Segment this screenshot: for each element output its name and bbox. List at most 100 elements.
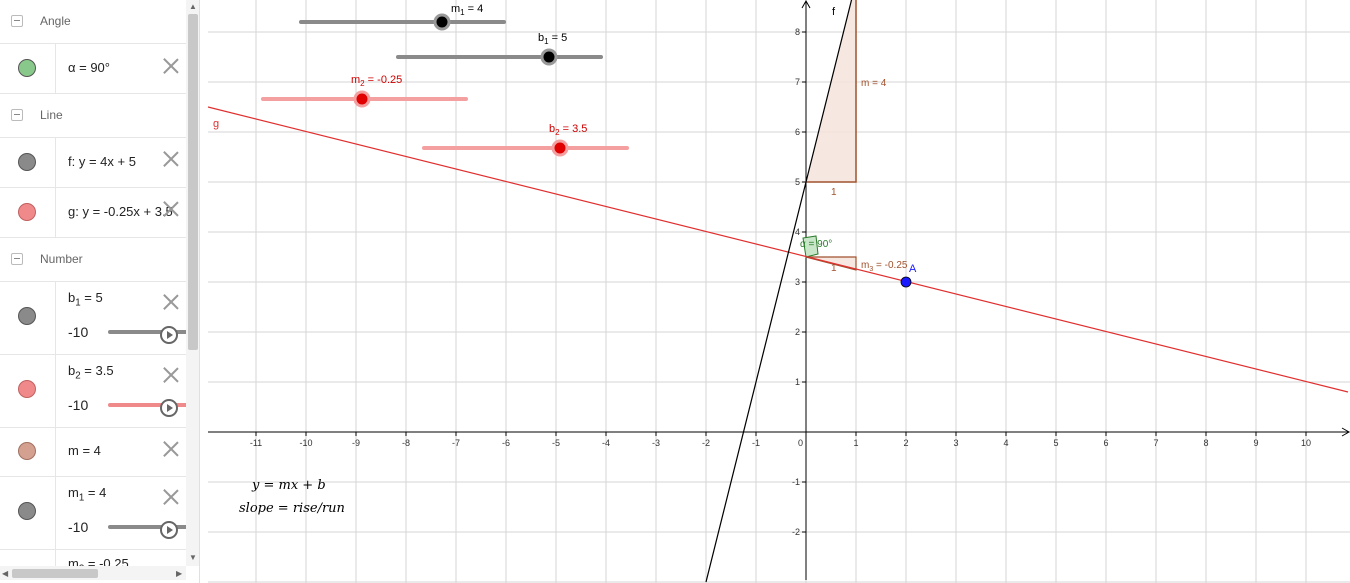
algebra-item-text[interactable]: g: y = -0.25x + 3.5 — [68, 204, 173, 219]
slope-triangle-m3 — [805, 256, 857, 271]
line-g[interactable] — [207, 106, 1349, 393]
y-tick-label: 5 — [795, 177, 800, 187]
x-tick-label: -1 — [752, 438, 760, 448]
slider-min-label: -10 — [68, 397, 89, 413]
slope-m-run-label: 1 — [831, 187, 837, 198]
scroll-right-icon[interactable]: ▶ — [176, 569, 183, 578]
visibility-toggle[interactable] — [18, 203, 36, 221]
delete-icon[interactable] — [162, 366, 180, 384]
slider-m1[interactable]: m1 = 4 — [299, 3, 506, 31]
slider-handle[interactable] — [540, 48, 558, 66]
slope-triangle-m-legs — [806, 0, 857, 183]
angle-alpha-marker — [802, 235, 819, 258]
line-g-label: g — [213, 118, 219, 130]
collapse-icon[interactable] — [11, 15, 23, 27]
x-tick-label: -11 — [250, 438, 262, 448]
group-header-angle[interactable]: Angle — [0, 0, 186, 44]
algebra-item-alpha[interactable]: α = 90° — [0, 44, 186, 94]
line-f-label: f — [832, 6, 836, 18]
scroll-down-icon[interactable]: ▼ — [189, 553, 197, 562]
y-tick-label: -1 — [792, 477, 800, 487]
x-tick-label: 9 — [1253, 438, 1258, 448]
group-label: Angle — [40, 14, 71, 28]
slider-label: b2 = 3.5 — [549, 123, 587, 137]
x-tick-label: -3 — [652, 438, 660, 448]
x-tick-label: 3 — [953, 438, 958, 448]
algebra-item-g[interactable]: g: y = -0.25x + 3.5 — [0, 188, 186, 238]
delete-icon[interactable] — [162, 440, 180, 458]
visibility-toggle[interactable] — [18, 502, 36, 520]
slope-m3-run-label: 1 — [831, 263, 837, 274]
algebra-view: Angle α = 90° Line f: y = 4x + 5 g: y = … — [0, 0, 200, 583]
visibility-toggle[interactable] — [18, 59, 36, 77]
play-icon[interactable] — [160, 399, 178, 417]
slider-min-label: -10 — [68, 324, 89, 340]
horizontal-scroll-thumb[interactable] — [12, 569, 98, 578]
vertical-scroll-thumb[interactable] — [188, 14, 198, 350]
graphics-view[interactable]: -11 -10 -9 -8 -7 -6 -5 -4 -3 -2 -1 0 1 2 3 4 5 6 7 8 9 10 876… — [200, 0, 1350, 583]
x-tick-label: -8 — [402, 438, 410, 448]
group-header-number[interactable]: Number — [0, 238, 186, 282]
visibility-toggle[interactable] — [18, 307, 36, 325]
visibility-toggle[interactable] — [18, 442, 36, 460]
x-tick-label: -2 — [702, 438, 710, 448]
algebra-item-b2[interactable]: b2 = 3.5 -10 — [0, 355, 188, 428]
delete-icon[interactable] — [162, 488, 180, 506]
slider-track[interactable] — [108, 403, 188, 407]
x-tick-label: -10 — [299, 438, 312, 448]
algebra-item-text[interactable]: f: y = 4x + 5 — [68, 154, 136, 169]
slope-m3-label: m3 = -0.25 — [861, 260, 908, 273]
x-tick-label: -9 — [352, 438, 360, 448]
slider-m2[interactable]: m2 = -0.25 — [261, 74, 468, 108]
algebra-item-m1[interactable]: m1 = 4 -10 — [0, 477, 188, 550]
slope-triangle-m — [806, 0, 856, 182]
x-tick-label: 8 — [1203, 438, 1208, 448]
slider-min-label: -10 — [68, 519, 89, 535]
angle-alpha-label: α = 90° — [800, 239, 832, 250]
scroll-up-icon[interactable]: ▲ — [189, 2, 197, 11]
algebra-item-text[interactable]: m1 = 4 — [68, 485, 107, 504]
point-a[interactable] — [900, 276, 912, 288]
x-tick-label: -4 — [602, 438, 610, 448]
slider-handle[interactable] — [433, 13, 451, 31]
collapse-icon[interactable] — [11, 109, 23, 121]
slider-track[interactable] — [108, 330, 188, 334]
play-icon[interactable] — [160, 521, 178, 539]
slider-label: m1 = 4 — [451, 3, 483, 17]
y-tick-label: -2 — [792, 527, 800, 537]
slider-label: b1 = 5 — [538, 32, 567, 46]
slider-b1[interactable]: b1 = 5 — [396, 32, 603, 66]
y-axis-tick-labels: 8 7 6 5 4 3 2 1 -1 -2 — [792, 27, 806, 537]
slider-handle[interactable] — [353, 90, 371, 108]
x-axis-tick-labels: -11 -10 -9 -8 -7 -6 -5 -4 -3 -2 -1 0 1 2 3 4 5 6 7 8 9 10 — [250, 432, 1311, 448]
delete-icon[interactable] — [162, 150, 180, 168]
point-a-label: A — [909, 263, 917, 275]
delete-icon[interactable] — [162, 293, 180, 311]
group-label: Line — [40, 108, 63, 122]
algebra-item-b1[interactable]: b1 = 5 -10 — [0, 282, 188, 355]
algebra-item-text[interactable]: α = 90° — [68, 60, 110, 75]
x-tick-label: -5 — [552, 438, 560, 448]
formula-line-equation: y = mx + b — [251, 478, 326, 493]
delete-icon[interactable] — [162, 57, 180, 75]
x-tick-label: -7 — [452, 438, 460, 448]
slider-handle[interactable] — [551, 139, 569, 157]
visibility-toggle[interactable] — [18, 380, 36, 398]
collapse-icon[interactable] — [11, 253, 23, 265]
delete-icon[interactable] — [162, 200, 180, 218]
slider-track[interactable] — [108, 525, 188, 529]
algebra-item-text[interactable]: b1 = 5 — [68, 290, 103, 309]
slider-b2[interactable]: b2 = 3.5 — [422, 123, 629, 157]
group-header-line[interactable]: Line — [0, 94, 186, 138]
slider-label: m2 = -0.25 — [351, 74, 402, 88]
y-tick-label: 6 — [795, 127, 800, 137]
play-icon[interactable] — [160, 326, 178, 344]
visibility-toggle[interactable] — [18, 153, 36, 171]
scroll-left-icon[interactable]: ◀ — [2, 569, 9, 578]
line-f[interactable] — [705, 0, 855, 583]
algebra-item-f[interactable]: f: y = 4x + 5 — [0, 138, 186, 188]
algebra-item-text[interactable]: b2 = 3.5 — [68, 363, 114, 382]
x-tick-label: 0 — [798, 438, 803, 448]
algebra-item-text[interactable]: m = 4 — [68, 443, 101, 458]
algebra-item-m[interactable]: m = 4 — [0, 428, 186, 477]
